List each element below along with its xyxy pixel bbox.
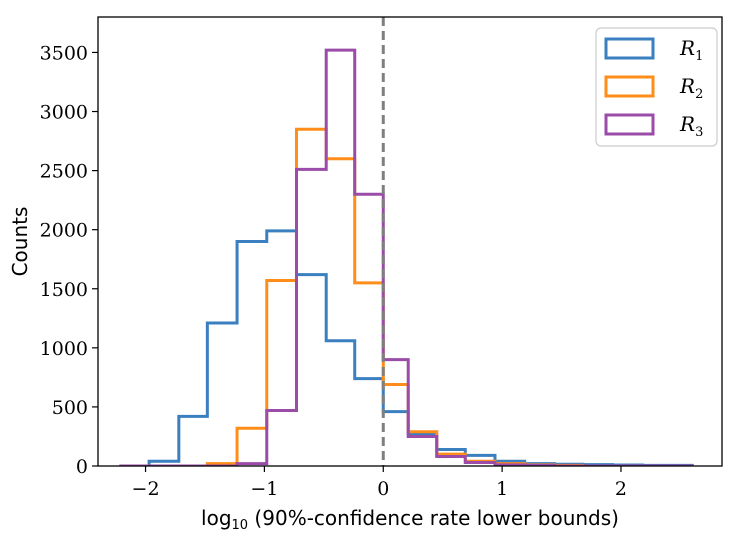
x-tick-label: −1 xyxy=(250,478,278,500)
y-tick-label: 3000 xyxy=(40,102,88,124)
y-tick-label: 1500 xyxy=(40,279,88,301)
x-axis-title: log10 (90%-confidence rate lower bounds) xyxy=(201,506,619,533)
x-tick-label: −2 xyxy=(132,478,160,500)
legend-label-r1: R1 xyxy=(679,36,703,64)
x-tick-label: 1 xyxy=(496,478,508,500)
y-tick-label: 3500 xyxy=(40,42,88,64)
legend: R1 R2 R3 xyxy=(595,27,718,147)
legend-label-r2: R2 xyxy=(679,74,703,102)
histogram-series-r1 xyxy=(119,229,694,466)
y-tick-label: 2500 xyxy=(40,161,88,183)
y-tick-label: 2000 xyxy=(40,220,88,242)
y-tick-label: 500 xyxy=(52,397,88,419)
legend-swatch-r3 xyxy=(604,113,655,136)
legend-swatch-r2 xyxy=(604,75,655,98)
legend-swatch-r1 xyxy=(604,37,655,60)
y-tick-label: 0 xyxy=(76,456,88,478)
plot-frame xyxy=(97,16,723,467)
legend-label-r3: R3 xyxy=(679,112,703,140)
y-tick-label: 1000 xyxy=(40,338,88,360)
x-tick-label: 0 xyxy=(377,478,389,500)
y-axis-title: Counts xyxy=(8,207,32,277)
x-tick-label: 2 xyxy=(615,478,627,500)
axes: −2 −1 0 1 2 0 500 1000 1500 2000 2500 3000 3500 log10… xyxy=(8,16,723,533)
